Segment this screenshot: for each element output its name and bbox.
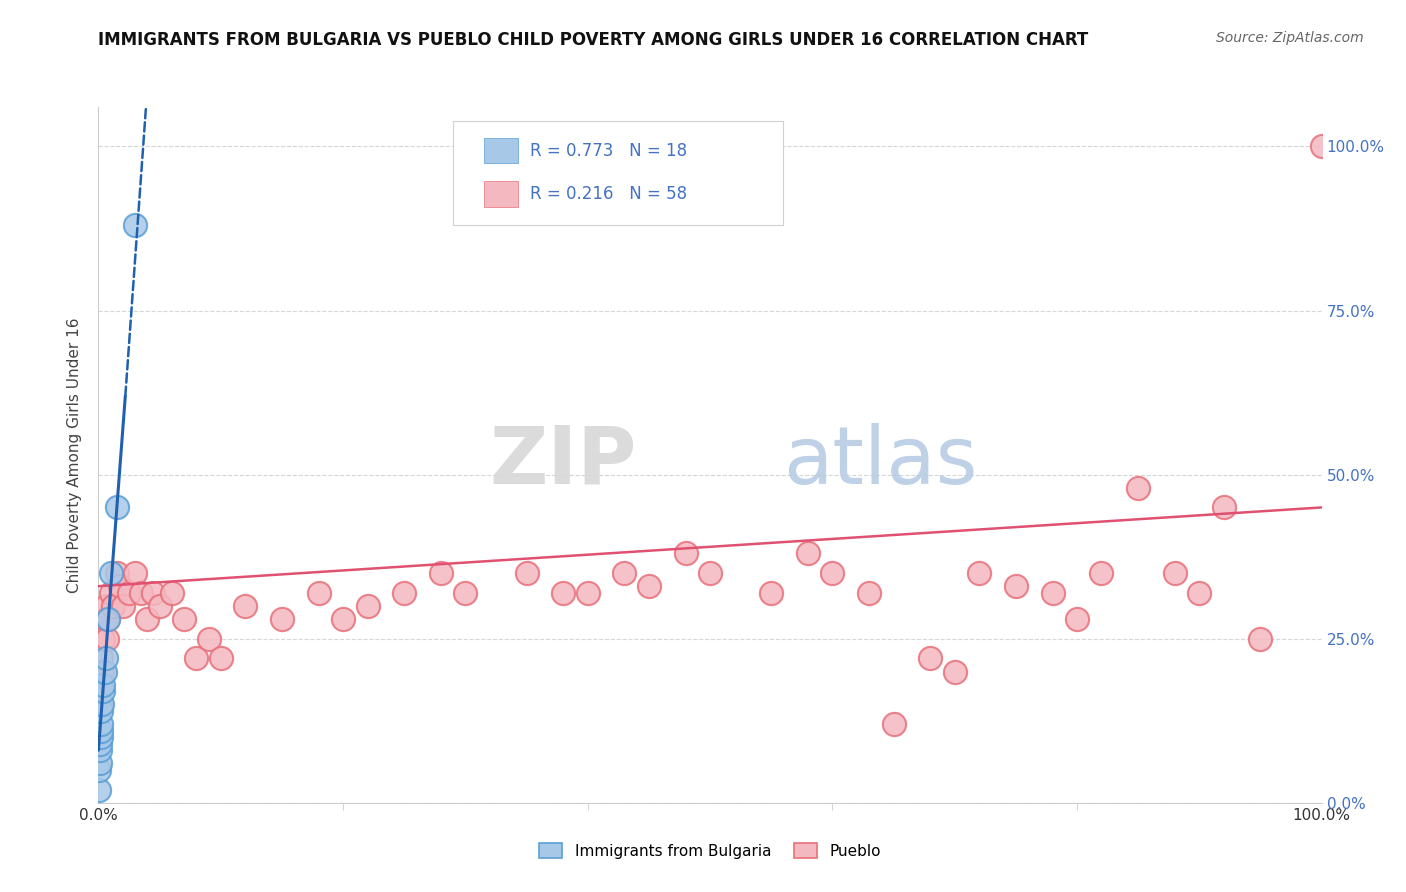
Point: [94, 651, 117, 665]
Point: [93, 612, 115, 626]
Point: [454, 586, 477, 600]
Point: [124, 218, 146, 232]
Text: IMMIGRANTS FROM BULGARIA VS PUEBLO CHILD POVERTY AMONG GIRLS UNDER 16 CORRELATIO: IMMIGRANTS FROM BULGARIA VS PUEBLO CHILD…: [98, 31, 1088, 49]
Point: [110, 579, 132, 593]
Text: atlas: atlas: [783, 423, 977, 501]
Y-axis label: Child Poverty Among Girls Under 16: Child Poverty Among Girls Under 16: [67, 318, 83, 592]
Point: [1250, 632, 1272, 646]
Point: [920, 651, 942, 665]
Point: [97, 612, 120, 626]
Point: [97, 612, 120, 626]
Point: [91, 684, 114, 698]
Point: [91, 632, 114, 646]
Point: [87, 782, 110, 797]
Point: [392, 586, 416, 600]
Point: [118, 586, 141, 600]
Point: [1164, 566, 1187, 580]
Point: [638, 579, 661, 593]
Point: [675, 546, 697, 560]
Point: [91, 665, 114, 679]
Text: R = 0.216   N = 58: R = 0.216 N = 58: [530, 185, 688, 203]
Point: [91, 678, 114, 692]
Point: [129, 586, 152, 600]
Point: [233, 599, 256, 613]
Point: [111, 599, 134, 613]
Point: [821, 566, 844, 580]
Point: [553, 586, 575, 600]
Point: [1310, 139, 1333, 153]
Point: [90, 730, 112, 744]
Point: [100, 586, 122, 600]
Point: [1212, 500, 1234, 515]
Text: R = 0.773   N = 18: R = 0.773 N = 18: [530, 142, 688, 160]
Point: [943, 665, 966, 679]
Point: [89, 756, 111, 771]
Point: [89, 743, 111, 757]
Point: [699, 566, 721, 580]
Point: [1090, 566, 1112, 580]
FancyBboxPatch shape: [484, 181, 517, 207]
Point: [136, 612, 159, 626]
Point: [516, 566, 538, 580]
Point: [105, 566, 128, 580]
Point: [101, 599, 124, 613]
Point: [124, 566, 146, 580]
Point: [270, 612, 294, 626]
Point: [90, 723, 112, 738]
FancyBboxPatch shape: [484, 138, 517, 163]
Point: [1128, 481, 1150, 495]
Point: [797, 546, 820, 560]
Point: [186, 651, 208, 665]
Point: [93, 665, 115, 679]
Point: [89, 698, 111, 712]
Point: [160, 586, 183, 600]
Point: [90, 651, 112, 665]
Point: [89, 737, 111, 751]
Point: [576, 586, 599, 600]
Point: [209, 651, 232, 665]
Point: [430, 566, 453, 580]
Point: [883, 717, 905, 731]
Point: [96, 632, 118, 646]
Point: [105, 500, 128, 515]
Point: [1066, 612, 1088, 626]
Point: [91, 698, 114, 712]
Point: [1188, 586, 1211, 600]
Point: [90, 717, 112, 731]
Point: [142, 586, 165, 600]
Point: [149, 599, 172, 613]
Point: [613, 566, 636, 580]
Point: [89, 678, 111, 692]
FancyBboxPatch shape: [453, 121, 783, 226]
Text: Source: ZipAtlas.com: Source: ZipAtlas.com: [1216, 31, 1364, 45]
Point: [90, 704, 112, 718]
Text: ZIP: ZIP: [489, 423, 637, 501]
Point: [761, 586, 783, 600]
Legend: Immigrants from Bulgaria, Pueblo: Immigrants from Bulgaria, Pueblo: [533, 837, 887, 864]
Point: [967, 566, 990, 580]
Point: [1004, 579, 1026, 593]
Point: [94, 599, 117, 613]
Point: [1042, 586, 1064, 600]
Point: [100, 566, 122, 580]
Point: [173, 612, 195, 626]
Point: [197, 632, 219, 646]
Point: [332, 612, 354, 626]
Point: [858, 586, 880, 600]
Point: [356, 599, 378, 613]
Point: [308, 586, 330, 600]
Point: [89, 763, 111, 777]
